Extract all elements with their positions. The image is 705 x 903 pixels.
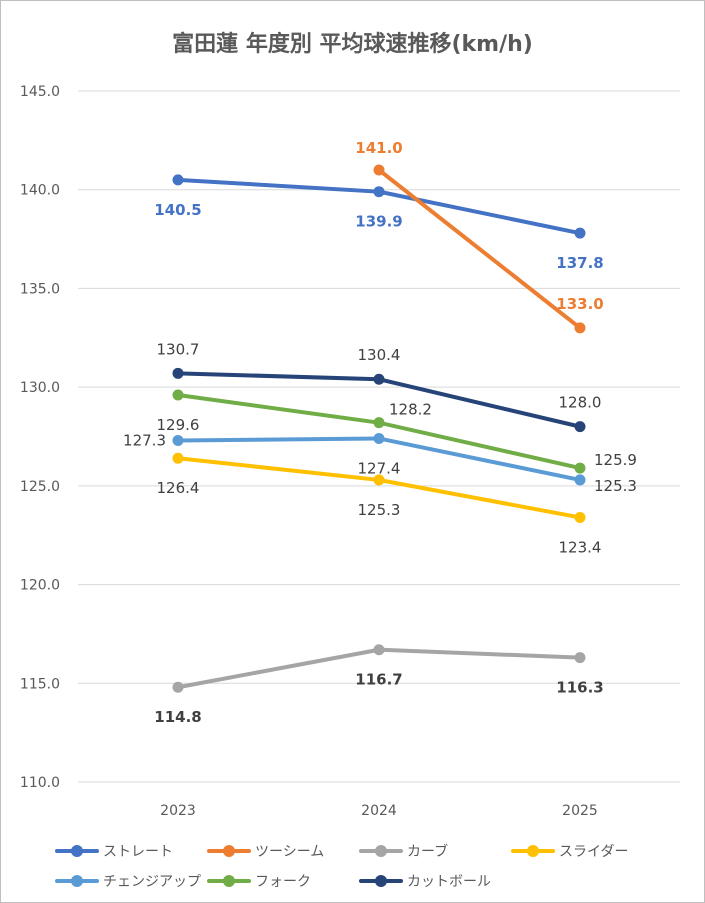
chart-title: 富田蓮 年度別 平均球速推移(km/h)	[172, 32, 533, 57]
data-label: 125.3	[594, 477, 637, 495]
data-label: 137.8	[556, 254, 603, 272]
data-point	[373, 373, 385, 385]
legend-marker-icon	[55, 845, 99, 857]
data-label: 140.5	[154, 201, 201, 219]
data-label: 130.4	[358, 346, 401, 364]
y-tick-label: 115.0	[20, 676, 60, 692]
legend-label: チェンジアップ	[103, 874, 201, 890]
legend-item: チェンジアップ	[55, 870, 207, 892]
data-point	[373, 474, 385, 486]
data-point	[373, 644, 385, 656]
x-tick-label: 2025	[562, 803, 598, 819]
data-point	[373, 164, 385, 176]
data-label: 114.8	[154, 708, 201, 726]
series-line	[177, 393, 581, 471]
data-label: 141.0	[355, 139, 402, 157]
y-tick-label: 145.0	[20, 84, 60, 100]
data-label: 139.9	[355, 213, 402, 231]
data-label: 128.2	[389, 401, 432, 419]
data-point	[172, 367, 184, 379]
y-tick-label: 110.0	[20, 775, 60, 791]
legend-item: カーブ	[359, 840, 511, 862]
data-point	[574, 511, 586, 523]
legend-marker-icon	[207, 845, 251, 857]
legend-marker-icon	[359, 845, 403, 857]
data-point	[574, 462, 586, 474]
legend-label: カットボール	[407, 874, 491, 890]
series-3: 126.4 125.3 123.4	[157, 452, 602, 556]
data-label: 116.7	[355, 671, 402, 689]
series-0: 140.5 139.9 137.8	[154, 174, 604, 272]
data-point	[574, 474, 586, 486]
series-1: 141.0 133.0	[355, 139, 604, 334]
legend-marker-icon	[207, 875, 251, 887]
data-point	[373, 432, 385, 444]
y-tick-label: 120.0	[20, 578, 60, 594]
data-label: 125.3	[358, 501, 401, 519]
legend-item: ストレート	[55, 840, 207, 862]
data-point	[574, 227, 586, 239]
data-label: 133.0	[556, 295, 603, 313]
data-point	[574, 652, 586, 664]
data-point	[172, 434, 184, 446]
data-point	[172, 452, 184, 464]
legend-label: ストレート	[103, 844, 173, 860]
data-label: 126.4	[157, 479, 200, 497]
legend-marker-icon	[55, 875, 99, 887]
series-line	[377, 168, 582, 330]
legend-item: カットボール	[359, 870, 511, 892]
series-4: 127.3 127.4 125.3	[123, 431, 637, 494]
legend-label: ツーシーム	[255, 844, 325, 860]
legend-item: フォーク	[207, 870, 359, 892]
data-point	[172, 174, 184, 186]
x-tick-label: 2024	[361, 803, 397, 819]
series-6: 130.7 130.4 128.0	[157, 340, 602, 433]
data-label: 125.9	[594, 451, 637, 469]
data-label: 116.3	[556, 679, 603, 697]
data-point	[574, 421, 586, 433]
legend-item: スライダー	[511, 840, 663, 862]
legend-label: スライダー	[559, 844, 629, 860]
y-tick-label: 130.0	[20, 380, 60, 396]
data-label: 129.6	[157, 416, 200, 434]
data-point	[172, 681, 184, 693]
data-point	[373, 417, 385, 429]
y-tick-label: 125.0	[20, 479, 60, 495]
series-2: 114.8 116.7 116.3	[154, 644, 604, 726]
x-tick-label: 2023	[160, 803, 196, 819]
legend-label: カーブ	[407, 844, 449, 860]
data-label: 123.4	[559, 538, 602, 556]
legend-label: フォーク	[255, 874, 311, 890]
legend-marker-icon	[511, 845, 555, 857]
data-label: 127.4	[358, 459, 401, 477]
data-point	[574, 322, 586, 334]
y-tick-label: 135.0	[20, 281, 60, 297]
data-point	[373, 186, 385, 198]
data-label: 127.3	[123, 431, 166, 449]
y-tick-label: 140.0	[20, 183, 60, 199]
data-point	[172, 389, 184, 401]
series-5: 129.6 128.2 125.9	[157, 389, 637, 474]
data-label: 130.7	[157, 340, 200, 358]
legend: ストレート ツーシーム カーブ スライダーチェンジアップ フォーク カットボール	[55, 840, 675, 892]
legend-marker-icon	[359, 875, 403, 887]
legend-item: ツーシーム	[207, 840, 359, 862]
data-label: 128.0	[559, 394, 602, 412]
